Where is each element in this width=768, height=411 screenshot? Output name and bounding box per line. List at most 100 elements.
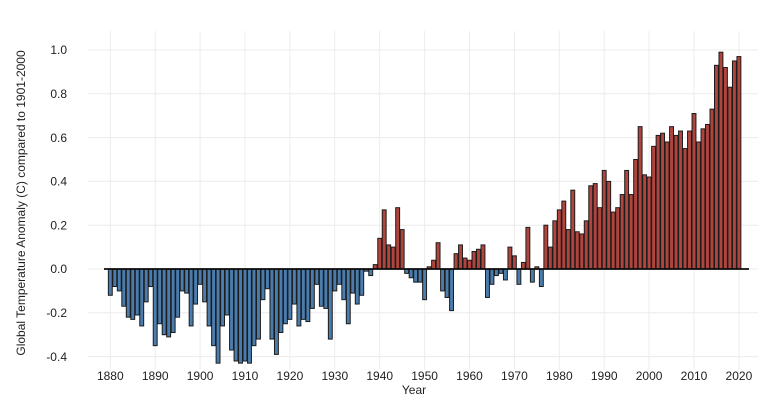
bar-1976 xyxy=(538,268,544,288)
bar-1987 xyxy=(588,185,594,270)
bar-1882 xyxy=(116,268,122,292)
x-tick-label-1880: 1880 xyxy=(97,369,124,383)
bar-2001 xyxy=(651,145,657,270)
x-tick-label-1970: 1970 xyxy=(501,369,528,383)
x-tick-label-1990: 1990 xyxy=(591,369,618,383)
bar-1896 xyxy=(179,268,185,292)
bar-1992 xyxy=(610,211,616,270)
bar-1923 xyxy=(300,268,306,320)
bar-1952 xyxy=(431,259,437,270)
bar-1988 xyxy=(592,183,598,270)
bar-1983 xyxy=(570,189,576,270)
bar-1940 xyxy=(377,237,383,270)
bar-1974 xyxy=(529,268,535,283)
bar-1985 xyxy=(579,233,585,270)
bar-1945 xyxy=(399,229,405,270)
bar-1996 xyxy=(628,194,634,270)
bar-1973 xyxy=(525,226,531,270)
bar-1914 xyxy=(260,268,266,301)
bar-1965 xyxy=(489,268,495,285)
bar-1894 xyxy=(170,268,176,334)
bar-1971 xyxy=(516,268,522,285)
x-tick-label-1910: 1910 xyxy=(232,369,259,383)
bar-1955 xyxy=(444,268,450,298)
bar-1918 xyxy=(278,268,284,334)
y-axis-tick-labels: 1.0 0.8 0.6 0.4 0.2 0.0 -0.2 -0.4 xyxy=(46,43,67,364)
bar-1921 xyxy=(291,268,297,305)
x-tick-label-2000: 2000 xyxy=(636,369,663,383)
bar-1941 xyxy=(381,209,387,270)
bar-1947 xyxy=(408,268,414,279)
bar-1949 xyxy=(417,268,423,283)
bar-1989 xyxy=(597,207,603,270)
bar-1898 xyxy=(188,268,194,327)
bar-1899 xyxy=(193,268,199,305)
bar-1959 xyxy=(462,257,468,270)
bar-1926 xyxy=(314,268,320,285)
bar-2016 xyxy=(718,51,724,270)
bar-1908 xyxy=(233,268,239,362)
bar-1924 xyxy=(305,268,311,323)
x-axis-tick-labels: 1880 1890 1900 1910 1920 1930 1940 1950 1960 1970… xyxy=(97,369,753,383)
bar-1919 xyxy=(282,268,288,325)
bar-2002 xyxy=(655,134,661,270)
bar-1928 xyxy=(323,268,329,309)
bar-1972 xyxy=(520,261,526,270)
bar-1903 xyxy=(211,268,217,347)
bar-1968 xyxy=(502,268,508,281)
bar-1901 xyxy=(202,268,208,303)
bar-1902 xyxy=(206,268,212,327)
bar-1958 xyxy=(458,244,463,270)
y-tick-label-0.6: 0.6 xyxy=(50,131,67,145)
y-tick-label--0.4: -0.4 xyxy=(46,350,67,364)
bar-1890 xyxy=(152,268,158,347)
bar-2014 xyxy=(709,108,715,270)
bar-2005 xyxy=(669,126,674,270)
bar-1950 xyxy=(422,268,428,301)
bar-1991 xyxy=(606,180,612,270)
bar-2009 xyxy=(687,130,692,270)
bar-1944 xyxy=(395,207,401,270)
bar-1956 xyxy=(449,268,454,312)
x-tick-label-1930: 1930 xyxy=(321,369,348,383)
bar-1948 xyxy=(413,268,419,283)
bar-1892 xyxy=(161,268,167,336)
bar-2010 xyxy=(691,113,697,270)
bar-1936 xyxy=(359,268,365,296)
bar-1907 xyxy=(229,268,234,351)
bar-2004 xyxy=(664,141,670,270)
bar-1906 xyxy=(224,268,230,316)
bar-1911 xyxy=(247,268,252,364)
bar-1954 xyxy=(440,268,446,292)
y-axis-title: Global Temperature Anomaly (C) compared … xyxy=(14,50,28,356)
bar-1884 xyxy=(125,268,131,318)
bar-1960 xyxy=(467,259,472,270)
bar-2011 xyxy=(696,141,701,270)
bar-2018 xyxy=(727,86,733,270)
bar-2017 xyxy=(722,67,728,270)
bar-1935 xyxy=(354,268,360,305)
bar-1927 xyxy=(318,268,324,307)
bar-1934 xyxy=(350,268,356,294)
bar-1993 xyxy=(615,207,621,270)
bar-1922 xyxy=(296,268,302,327)
bar-1912 xyxy=(251,268,257,347)
y-tick-label-1: 1.0 xyxy=(50,43,67,57)
bar-1925 xyxy=(309,268,315,309)
bar-1929 xyxy=(327,268,333,340)
bar-1943 xyxy=(390,246,396,270)
bar-1942 xyxy=(386,244,392,270)
x-tick-label-1980: 1980 xyxy=(546,369,573,383)
bar-1889 xyxy=(148,268,154,288)
bar-1883 xyxy=(121,268,127,307)
bar-1895 xyxy=(175,268,181,318)
bar-2008 xyxy=(682,148,688,270)
bar-1880 xyxy=(107,268,113,296)
bar-1909 xyxy=(238,268,243,364)
bar-1964 xyxy=(485,268,490,298)
bar-2012 xyxy=(700,128,706,270)
bar-1984 xyxy=(574,231,580,270)
y-tick-label-0.2: 0.2 xyxy=(50,218,67,232)
